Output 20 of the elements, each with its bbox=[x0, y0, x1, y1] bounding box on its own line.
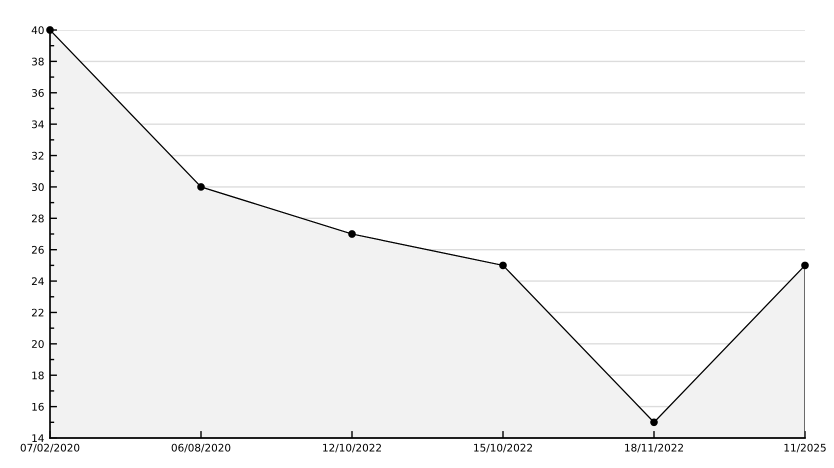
y-tick-label: 34 bbox=[32, 120, 44, 128]
y-tick-label: 18 bbox=[32, 371, 44, 380]
y-tick-label: 20 bbox=[32, 340, 44, 348]
y-tick-label: 24 bbox=[32, 277, 44, 286]
y-tick-label: 28 bbox=[32, 214, 44, 222]
y-tick-label: 32 bbox=[32, 152, 44, 160]
y-tick-label: 14 bbox=[32, 434, 44, 442]
x-tick-label: 06/08/2020 bbox=[172, 444, 230, 452]
x-tick-label: 18/11/2022 bbox=[625, 444, 683, 452]
x-tick-label: 07/02/2020 bbox=[20, 444, 80, 452]
y-tick-label: 16 bbox=[32, 402, 44, 411]
y-tick-label: 30 bbox=[32, 183, 44, 192]
y-tick-label: 40 bbox=[32, 26, 44, 34]
y-tick-label: 26 bbox=[32, 246, 44, 254]
x-tick-label: 12/10/2022 bbox=[323, 444, 381, 452]
x-tick-label: 11/2025 bbox=[784, 444, 826, 452]
y-tick-label: 22 bbox=[32, 308, 44, 316]
x-tick-label: 15/10/2022 bbox=[474, 444, 532, 452]
y-tick-label: 38 bbox=[32, 58, 44, 66]
y-tick-label: 36 bbox=[32, 88, 44, 97]
